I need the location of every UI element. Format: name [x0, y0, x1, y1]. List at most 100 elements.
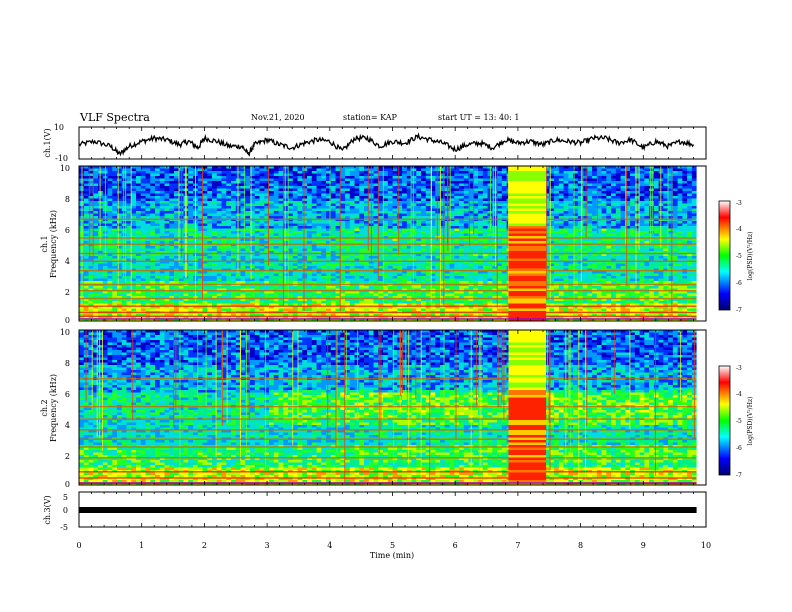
spectrogram-cell: [672, 206, 678, 209]
spectrogram-cell: [216, 186, 222, 189]
spectrogram-cell: [330, 256, 336, 259]
spectrogram-cell: [383, 193, 389, 197]
spectrogram-cell: [169, 216, 175, 219]
spectrogram-cell: [169, 256, 175, 259]
spectrogram-cell: [582, 206, 588, 209]
spectrogram-cell: [435, 231, 441, 234]
spectrogram-cell: [321, 181, 327, 184]
spectrogram-cell: [126, 178, 132, 182]
spectrogram-cell: [207, 166, 213, 169]
spectrogram-cell: [411, 166, 417, 169]
spectrogram-cell: [392, 178, 398, 182]
spectrogram-cell: [136, 216, 142, 219]
spectrogram-cell: [197, 183, 203, 187]
spectrogram-cell: [197, 181, 203, 184]
spectrogram-cell: [364, 213, 370, 217]
spectrogram-cell: [687, 246, 693, 249]
spectrogram-cell: [311, 241, 317, 244]
spectrogram-cell: [188, 168, 194, 172]
spectrogram-cell: [672, 188, 678, 192]
spectrogram-cell: [649, 186, 655, 189]
spectrogram-cell: [425, 171, 431, 174]
spectrogram-cell: [639, 223, 645, 227]
spectrogram-cell: [392, 173, 398, 177]
spectrogram-cell: [140, 168, 146, 172]
spectrogram-cell: [330, 171, 336, 174]
spectrogram-cell: [497, 223, 503, 227]
spectrogram-cell: [691, 166, 697, 169]
spectrogram-cell: [212, 221, 218, 224]
spectrogram-cell: [653, 188, 659, 192]
spectrogram-cell: [449, 206, 455, 209]
spectrogram-cell: [378, 176, 384, 179]
spectrogram-cell: [487, 233, 493, 237]
spectrogram-cell: [596, 216, 602, 219]
spectrogram-cell: [392, 203, 398, 207]
spectrogram-cell: [387, 193, 393, 197]
spectrogram-cell: [653, 176, 659, 179]
spectrogram-cell: [668, 201, 674, 204]
spectrogram-cell: [625, 203, 631, 207]
spectrogram-cell: [221, 223, 227, 227]
spectrogram-cell: [340, 203, 346, 207]
spectrogram-cell: [644, 213, 650, 217]
spectrogram-cell: [340, 241, 346, 244]
spectrogram-cell: [359, 171, 365, 174]
spectrogram-cell: [601, 231, 607, 234]
spectrogram-cell: [687, 198, 693, 202]
spectrogram-cell: [197, 216, 203, 219]
spectrogram-cell: [568, 211, 574, 214]
spectrogram-cell: [402, 181, 408, 184]
spectrogram-cell: [421, 216, 427, 219]
spectrogram-cell: [188, 176, 194, 179]
spectrogram-cell: [387, 248, 393, 252]
spectrogram-cell: [254, 188, 260, 192]
spectrogram-cell: [672, 211, 678, 214]
spectrogram-cell: [330, 213, 336, 217]
spectrogram-cell: [639, 216, 645, 219]
spectrogram-cell: [544, 171, 550, 174]
spectrogram-cell: [425, 188, 431, 192]
spectrogram-cell: [497, 256, 503, 259]
spectrogram-cell: [302, 176, 308, 179]
spectrogram-cell: [345, 173, 351, 177]
spectrogram-cell: [221, 233, 227, 237]
spectrogram-cell: [577, 176, 583, 179]
spectrogram-cell: [269, 201, 275, 204]
spectrogram-cell: [563, 181, 569, 184]
spectrogram-cell: [292, 216, 298, 219]
spectrogram-cell: [197, 206, 203, 209]
spectrogram-cell: [639, 186, 645, 189]
spectrogram-cell: [202, 171, 208, 174]
spectrogram-cell: [330, 173, 336, 177]
spectrogram-cell: [392, 191, 398, 194]
spectrogram-cell: [501, 206, 507, 209]
spectrogram-cell: [568, 193, 574, 197]
spectrogram-cell: [482, 226, 488, 229]
spectrogram-cell: [269, 238, 275, 242]
spectrogram-cell: [687, 228, 693, 232]
spectrogram-cell: [687, 233, 693, 237]
spectrogram-cell: [226, 181, 232, 184]
spectrogram-cell: [492, 256, 498, 259]
spectrogram-cell: [463, 223, 469, 227]
spectrogram-cell: [478, 231, 484, 234]
spectrogram-cell: [349, 248, 355, 252]
spectrogram-cell: [402, 206, 408, 209]
spectrogram-cell: [212, 186, 218, 189]
spectrogram-cell: [292, 201, 298, 204]
spectrogram-cell: [630, 216, 636, 219]
spectrogram-cell: [354, 191, 360, 194]
spectrogram-cell: [88, 226, 94, 229]
spectrogram-cell: [240, 248, 246, 252]
spectrogram-cell: [359, 233, 365, 237]
spectrogram-cell: [131, 221, 137, 224]
spectrogram-cell: [582, 201, 588, 204]
spectrogram-cell: [283, 166, 289, 169]
spectrogram-cell: [121, 223, 127, 227]
spectrogram-cell: [402, 216, 408, 219]
spectrogram-cell: [107, 223, 113, 227]
spectrogram-cell: [554, 256, 560, 259]
spectrogram-cell: [558, 256, 564, 259]
spectrogram-cell: [221, 181, 227, 184]
